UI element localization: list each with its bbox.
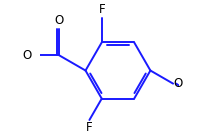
- Text: O: O: [174, 77, 183, 90]
- Text: F: F: [86, 121, 93, 134]
- Text: O: O: [54, 14, 64, 27]
- Text: O: O: [23, 49, 32, 62]
- Text: F: F: [98, 3, 105, 16]
